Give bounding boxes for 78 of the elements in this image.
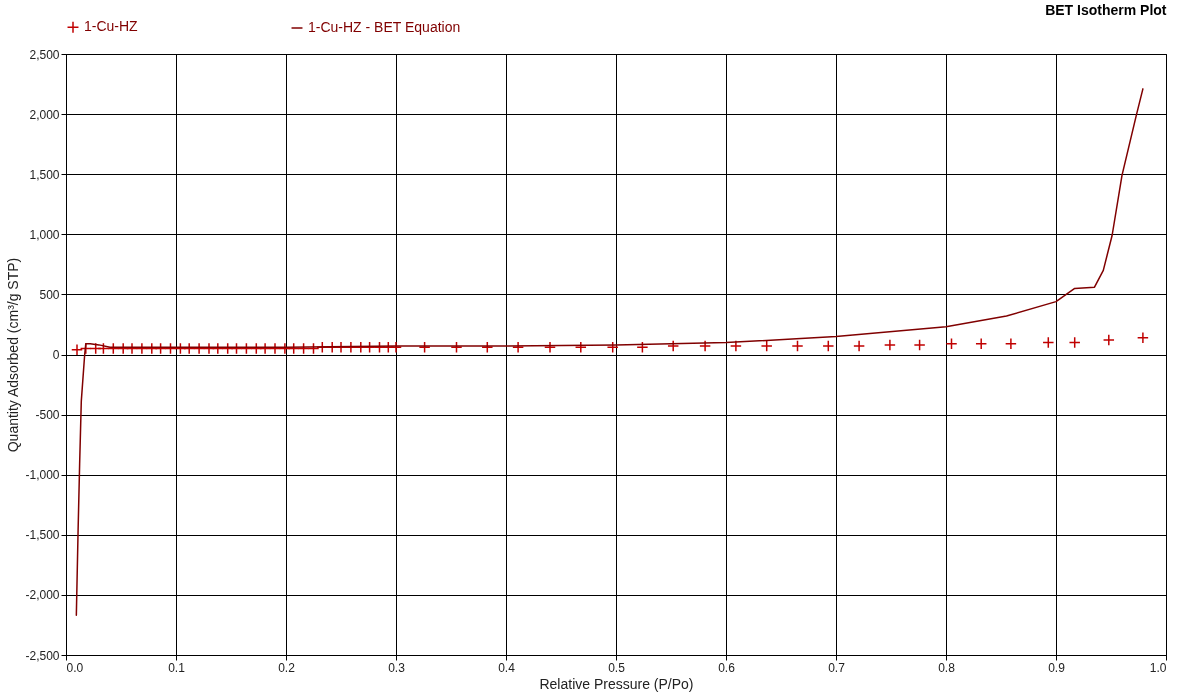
x-tick-label: 0.8	[938, 660, 956, 675]
point	[390, 341, 402, 354]
y-tick-label: 0	[52, 348, 60, 362]
point	[853, 340, 866, 353]
legend-label: 1-Cu-HZ	[84, 18, 139, 35]
line-series	[75, 88, 1144, 617]
point	[883, 338, 896, 351]
point	[1042, 336, 1055, 349]
point	[164, 342, 177, 355]
x-tick-label: 0.7	[828, 660, 846, 675]
x-tick-label: 0.3	[388, 660, 406, 675]
x-tick-label: 0.4	[498, 660, 516, 675]
y-tick-label: -2,500	[25, 648, 60, 663]
point	[1136, 331, 1149, 344]
x-tick-label: 0.0	[66, 660, 84, 675]
point	[975, 337, 988, 350]
point	[71, 343, 83, 356]
x-tick-label: 0.9	[1048, 660, 1066, 675]
x-tick-label: 0.6	[718, 660, 736, 675]
point	[822, 340, 835, 353]
point	[574, 341, 587, 354]
point	[278, 342, 291, 355]
point	[154, 342, 167, 355]
point	[211, 342, 224, 355]
point	[79, 342, 92, 355]
point	[606, 341, 619, 354]
x-tick-label: 0.5	[608, 660, 626, 675]
point	[450, 341, 463, 354]
point	[544, 341, 556, 354]
x-axis-title: Relative Pressure (P/Po)	[539, 675, 694, 692]
point	[145, 342, 158, 355]
x-tick-label: 1.0	[1149, 660, 1167, 675]
point	[729, 340, 742, 353]
point	[945, 337, 958, 350]
point	[791, 340, 804, 353]
y-tick-label: -500	[35, 408, 60, 423]
point	[126, 342, 138, 355]
point	[117, 342, 130, 355]
point	[307, 342, 320, 355]
point	[1004, 337, 1017, 350]
y-tick-label: -2,000	[25, 588, 60, 603]
x-tick-label: 0.1	[168, 660, 186, 675]
y-tick-label: 1,000	[29, 227, 60, 242]
point	[699, 340, 712, 353]
point	[512, 341, 525, 354]
point	[1102, 334, 1115, 347]
y-tick-label: 500	[39, 287, 60, 302]
y-tick-label: 1,500	[29, 167, 60, 182]
point	[418, 341, 431, 354]
point	[240, 342, 253, 355]
point	[250, 342, 263, 355]
point	[193, 342, 206, 355]
point	[135, 342, 148, 355]
y-tick-label: 2,000	[29, 107, 60, 122]
y-tick-label: 2,500	[29, 47, 60, 62]
point	[297, 342, 310, 355]
point	[667, 340, 680, 353]
point	[221, 342, 234, 355]
chart-title: BET Isotherm Plot	[1045, 2, 1167, 18]
point	[287, 342, 300, 355]
point	[174, 342, 187, 355]
point	[107, 342, 120, 355]
point	[913, 338, 926, 351]
point	[203, 342, 215, 355]
point	[636, 341, 649, 354]
legend-label: 1-Cu-HZ - BET Equation	[308, 19, 461, 35]
y-tick-label: -1,000	[25, 468, 60, 483]
x-tick-label: 0.2	[278, 660, 296, 675]
point	[760, 340, 773, 353]
point	[269, 342, 281, 355]
point	[230, 342, 243, 355]
y-tick-label: -1,500	[25, 528, 60, 543]
point	[183, 342, 196, 355]
point	[259, 342, 272, 355]
y-axis-title: Quantity Adsorbed (cm³/g STP)	[5, 257, 22, 453]
point	[1068, 336, 1081, 349]
point	[97, 342, 110, 355]
point	[481, 341, 494, 354]
